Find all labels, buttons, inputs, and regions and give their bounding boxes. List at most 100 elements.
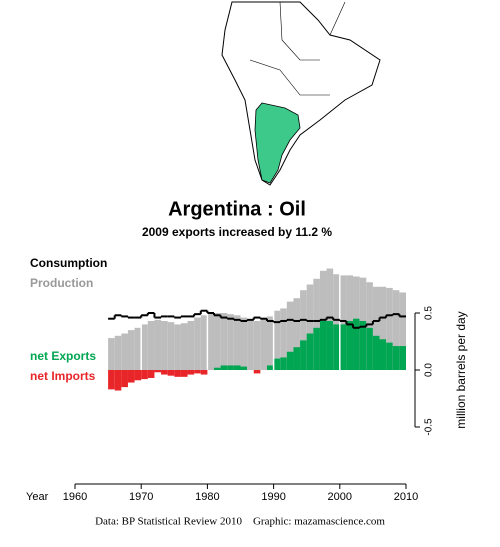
net-export-bar <box>353 318 360 370</box>
production-bar <box>247 319 254 370</box>
y-axis-label: million barrels per day <box>454 311 468 428</box>
production-bar <box>253 320 261 370</box>
production-bar <box>108 338 115 370</box>
production-bar <box>399 292 406 370</box>
production-bar <box>154 319 162 370</box>
net-export-bar <box>392 346 400 370</box>
net-import-bar <box>161 370 168 375</box>
chart-subtitle: 2009 exports increased by 11.2 % <box>142 225 332 239</box>
x-tick-label: 1960 <box>63 491 87 503</box>
net-import-bar <box>154 370 162 373</box>
production-bar <box>392 290 400 370</box>
production-bar <box>266 316 274 370</box>
net-export-bar <box>366 327 373 370</box>
production-bar <box>141 324 148 370</box>
production-bar <box>273 310 281 370</box>
production-bar <box>306 284 314 370</box>
production-bar <box>326 268 334 370</box>
production-bar <box>200 315 208 370</box>
net-import-bar <box>134 370 142 381</box>
net-export-bar <box>399 346 406 370</box>
production-bar <box>220 313 228 370</box>
source: Data: BP Statistical Review 2010 Graphic… <box>95 516 385 528</box>
production-bar <box>386 287 393 370</box>
production-bar <box>260 318 267 370</box>
legend-production: Production <box>30 276 93 290</box>
net-import-bar <box>141 370 148 380</box>
legend-net-imports: net Imports <box>30 369 96 383</box>
legend-consumption: Consumption <box>30 256 107 270</box>
y-tick-label: 0.0 <box>424 363 435 377</box>
x-tick-label: 2000 <box>328 491 352 503</box>
net-import-bar <box>121 370 128 388</box>
production-bar <box>214 313 221 370</box>
map <box>221 1 381 186</box>
production-bar <box>372 286 380 370</box>
net-import-bar <box>127 370 135 383</box>
production-bar <box>313 278 320 370</box>
production-bar <box>127 330 135 370</box>
net-import-bar <box>147 370 155 378</box>
net-import-bar <box>174 370 181 377</box>
net-export-bar <box>280 357 287 370</box>
production-bar <box>293 298 301 370</box>
net-import-bar <box>108 370 115 390</box>
net-export-bar <box>339 324 347 370</box>
production-bar <box>333 274 340 370</box>
net-export-bar <box>372 335 380 370</box>
production-bar <box>167 322 175 370</box>
net-export-bar <box>319 320 327 370</box>
net-export-bar <box>266 365 274 370</box>
production-bar <box>161 320 168 370</box>
production-bar <box>300 290 307 370</box>
production-bar <box>227 314 234 370</box>
production-bar <box>174 324 181 370</box>
net-export-bar <box>220 365 228 370</box>
production-bar <box>240 317 248 370</box>
production-bar <box>147 320 155 370</box>
net-export-bar <box>214 367 221 370</box>
net-export-bar <box>379 339 387 370</box>
y-tick-label: -0.5 <box>424 418 435 436</box>
production-bar <box>280 308 287 370</box>
production-bar <box>187 320 195 370</box>
net-import-bar <box>180 370 188 377</box>
x-axis-label: Year <box>26 491 49 503</box>
production-bar <box>194 317 201 370</box>
net-import-bar <box>253 370 261 374</box>
x-tick-label: 1970 <box>129 491 153 503</box>
production-bar <box>121 333 128 370</box>
net-export-bar <box>286 351 294 370</box>
net-import-bar <box>187 370 195 375</box>
net-import-bar <box>114 370 122 391</box>
production-bar <box>379 286 387 370</box>
production-bar <box>233 315 241 370</box>
production-bar <box>366 282 373 370</box>
net-export-bar <box>306 333 314 370</box>
net-import-bar <box>194 370 201 374</box>
x-tick-label: 1990 <box>261 491 285 503</box>
production-bar <box>207 313 215 370</box>
production-bar <box>286 301 294 370</box>
production-bar <box>339 275 347 370</box>
production-bar <box>180 323 188 370</box>
net-export-bar <box>227 365 234 370</box>
net-import-bar <box>200 370 208 375</box>
net-export-bar <box>273 358 281 370</box>
net-export-bar <box>386 342 393 370</box>
net-export-bar <box>359 320 367 370</box>
x-tick-label: 1980 <box>195 491 219 503</box>
net-export-bar <box>346 320 354 370</box>
net-export-bar <box>293 347 301 370</box>
net-export-bar <box>233 365 241 370</box>
production-bar <box>114 335 122 370</box>
x-tick-label: 2010 <box>394 491 418 503</box>
production-bar <box>134 327 142 370</box>
y-tick-label: 0.5 <box>424 306 435 320</box>
chart-title: Argentina : Oil <box>168 198 306 220</box>
legend-net-exports: net Exports <box>30 349 96 363</box>
net-export-bar <box>313 327 320 370</box>
net-import-bar <box>167 370 175 376</box>
